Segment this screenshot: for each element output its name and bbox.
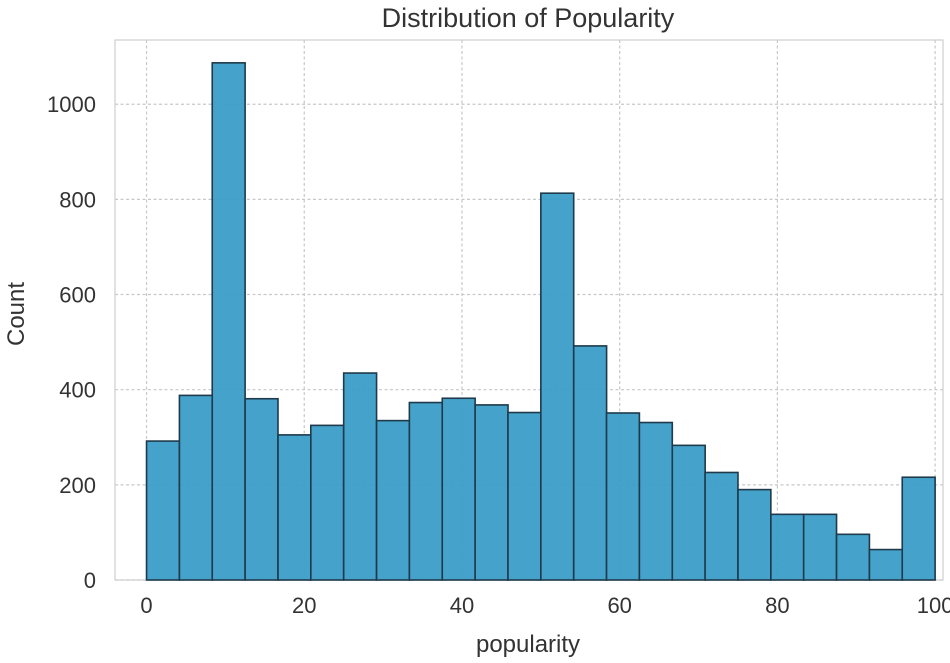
x-axis-label: popularity (476, 631, 580, 658)
x-tick-label: 60 (607, 593, 631, 618)
histogram-bar (310, 424, 345, 581)
histogram-bar (770, 513, 805, 581)
histogram-bar (704, 471, 739, 581)
histogram-bar (901, 476, 936, 581)
y-tick-label: 800 (59, 187, 96, 212)
y-tick-label: 0 (84, 568, 96, 593)
histogram-bar (244, 397, 279, 581)
histogram-bar (277, 434, 312, 581)
histogram-bar (342, 372, 378, 581)
histogram-bar (540, 192, 575, 581)
bars (145, 62, 936, 581)
y-axis-label: Count (3, 282, 30, 346)
histogram-bar (145, 440, 181, 581)
histogram-bar (868, 548, 904, 581)
histogram-bar (211, 62, 246, 581)
histogram-bar (375, 419, 411, 581)
x-tick-label: 20 (292, 593, 316, 618)
histogram-bar (507, 411, 542, 581)
y-tick-label: 400 (59, 378, 96, 403)
histogram-bar (474, 404, 509, 581)
y-tick-label: 600 (59, 283, 96, 308)
histogram-bar (441, 397, 476, 581)
y-tick-labels: 0 200 400 600 800 1000 (47, 92, 96, 593)
histogram-bar (835, 533, 871, 581)
histogram-bar (408, 401, 444, 581)
x-tick-label: 100 (917, 593, 950, 618)
x-tick-labels: 0 20 40 60 80 100 (140, 593, 950, 618)
y-tick-label: 1000 (47, 92, 96, 117)
histogram-bar (671, 444, 706, 581)
x-tick-label: 0 (140, 593, 152, 618)
histogram-bar (605, 412, 641, 581)
histogram-bar (178, 394, 214, 581)
chart-title: Distribution of Popularity (382, 3, 675, 33)
histogram-bar (572, 345, 608, 581)
histogram-bar (802, 513, 838, 581)
x-tick-label: 80 (765, 593, 789, 618)
y-tick-label: 200 (59, 473, 96, 498)
x-tick-label: 40 (450, 593, 474, 618)
histogram-bar (737, 488, 772, 581)
histogram-bar (638, 421, 674, 581)
